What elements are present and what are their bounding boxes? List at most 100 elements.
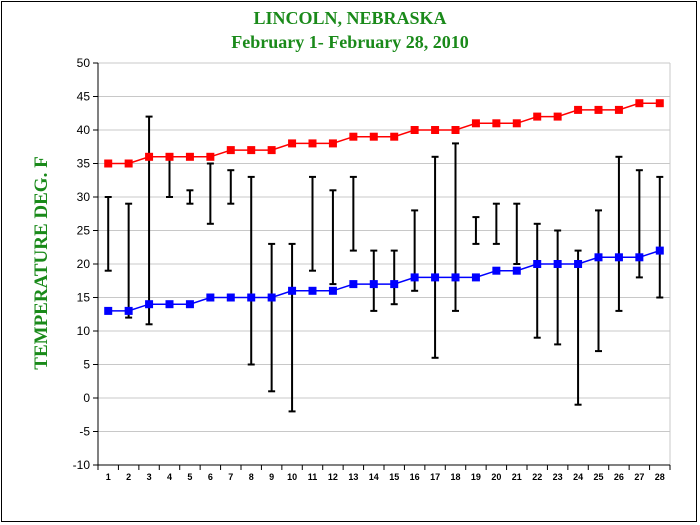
y-tick-label: 20 <box>77 257 91 271</box>
x-tick-label: 23 <box>553 472 563 482</box>
gridlines <box>98 62 671 466</box>
chart-title: LINCOLN, NEBRASKA <box>253 8 447 28</box>
series-2-point <box>124 306 133 315</box>
series-2-point <box>533 260 542 268</box>
x-tick-label: 24 <box>573 472 583 482</box>
x-tick-label: 25 <box>593 472 603 482</box>
series-2-point <box>247 293 256 302</box>
x-tick-label: 28 <box>655 472 665 482</box>
series-1-point <box>165 152 174 161</box>
series-2-point <box>594 253 603 262</box>
y-tick-label: 25 <box>77 224 91 238</box>
x-tick-label: 3 <box>147 472 152 482</box>
series-2-point <box>328 286 337 295</box>
range-bars <box>104 115 664 413</box>
series-1-point <box>655 99 664 108</box>
series-1-point <box>349 132 358 141</box>
x-tick-label: 21 <box>512 472 522 482</box>
series-1-point <box>206 152 215 161</box>
y-tick-label: 10 <box>77 324 91 338</box>
series-1-point <box>492 119 501 128</box>
series-2-point <box>390 280 399 289</box>
series-1-point <box>451 126 460 134</box>
series-1-point <box>614 105 623 114</box>
series-1-point <box>574 105 583 114</box>
x-tick-label: 5 <box>187 472 192 482</box>
series-2-point <box>553 260 562 268</box>
series-1-point <box>369 132 378 141</box>
y-tick-label: 50 <box>77 56 91 70</box>
series-1-point <box>328 139 337 148</box>
y-tick-label: 5 <box>83 358 90 372</box>
series-2-point <box>104 306 113 315</box>
x-tick-label: 10 <box>287 472 297 482</box>
series-2-point <box>614 253 623 262</box>
series-1-point <box>308 139 317 148</box>
series-1-point <box>104 159 113 168</box>
series-line-2 <box>108 249 661 312</box>
series-1-point <box>267 146 276 155</box>
series-1-point <box>431 126 440 134</box>
x-tick-label: 6 <box>208 472 213 482</box>
y-tick-label: 30 <box>77 190 91 204</box>
y-tick-label: -5 <box>79 425 90 439</box>
x-tick-label: 26 <box>614 472 624 482</box>
series-2-point <box>451 273 460 282</box>
series-2-point <box>431 273 440 282</box>
x-tick-label: 18 <box>450 472 460 482</box>
series-2-point <box>369 280 378 289</box>
series-1-point <box>553 112 562 121</box>
series-2-point <box>574 260 583 268</box>
series-2-point <box>185 300 194 309</box>
y-tick-label: 45 <box>77 90 91 104</box>
x-tick-label: 27 <box>634 472 644 482</box>
x-tick-label: 13 <box>348 472 358 482</box>
y-tick-label: 35 <box>77 157 91 171</box>
x-tick-label: 4 <box>167 472 172 482</box>
x-tick-label: 14 <box>369 472 379 482</box>
y-tick-label: 15 <box>77 291 91 305</box>
series-1-point <box>594 105 603 114</box>
chart-subtitle: February 1- February 28, 2010 <box>231 32 469 52</box>
series-2-point <box>655 246 664 255</box>
series-2-point <box>349 280 358 289</box>
x-tick-label: 1 <box>106 472 111 482</box>
series-1-point <box>533 112 542 121</box>
series-1-point <box>410 126 419 134</box>
x-tick-label: 19 <box>471 472 481 482</box>
series-1-point <box>471 119 480 128</box>
series-line-1 <box>108 102 660 165</box>
series-1-point <box>512 119 521 128</box>
series-2-point <box>308 286 317 295</box>
series-2-point <box>226 293 235 302</box>
x-tick-label: 9 <box>269 472 274 482</box>
series-2-point <box>410 273 419 282</box>
series-2-point <box>471 273 480 282</box>
series-lines <box>104 99 664 315</box>
x-tick-label: 22 <box>532 472 542 482</box>
series-1-point <box>635 99 644 108</box>
x-tick-label: 2 <box>126 472 131 482</box>
series-2-point <box>288 286 297 295</box>
series-1-point <box>185 152 194 161</box>
series-2-point <box>267 293 276 302</box>
x-tick-label: 12 <box>328 472 338 482</box>
series-1-point <box>124 159 133 168</box>
x-tick-label: 17 <box>430 472 440 482</box>
x-tick-label: 15 <box>389 472 399 482</box>
series-2-point <box>206 293 215 302</box>
series-2-point <box>145 300 154 309</box>
x-tick-label: 11 <box>308 472 318 482</box>
series-2-point <box>165 300 174 309</box>
x-tick-label: 20 <box>491 472 501 482</box>
series-1-point <box>390 132 399 141</box>
series-2-point <box>512 266 521 275</box>
y-tick-label: 0 <box>83 391 90 405</box>
y-tick-label: -10 <box>73 458 91 472</box>
x-tick-label: 8 <box>249 472 254 482</box>
x-tick-label: 7 <box>228 472 233 482</box>
x-tick-label: 16 <box>410 472 420 482</box>
